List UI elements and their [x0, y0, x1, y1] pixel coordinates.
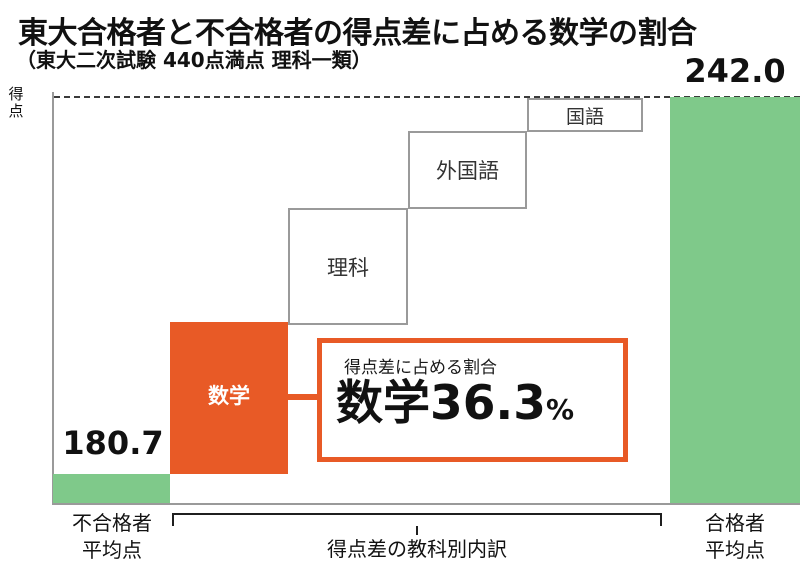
- y-axis-line: [52, 92, 54, 504]
- callout-value-row: 数学36.3%: [336, 376, 574, 438]
- y-axis-label-char2: 点: [8, 102, 24, 120]
- category-label-fail-average-line1: 不合格者: [72, 511, 152, 535]
- y-axis-label-char1: 得: [8, 85, 24, 103]
- breakdown-bracket: [172, 513, 662, 526]
- bar-science-delta: 理科: [288, 208, 408, 325]
- category-label-fail-average: 不合格者 平均点: [54, 510, 170, 564]
- bar-math-delta: [170, 322, 288, 474]
- bar-math-label: 数学: [208, 384, 250, 408]
- callout-math-share: 得点差に占める割合 数学36.3%: [317, 338, 628, 462]
- breakdown-bracket-label: 得点差の教科別内訳: [327, 537, 507, 561]
- category-label-fail-average-line2: 平均点: [82, 538, 142, 562]
- bar-science-label: 理科: [327, 255, 369, 280]
- category-label-pass-average-line1: 合格者: [705, 511, 765, 535]
- bar-foreign-language-delta: 外国語: [408, 131, 527, 209]
- breakdown-bracket-tick: [416, 526, 418, 535]
- bar-foreign-language-label: 外国語: [436, 159, 499, 183]
- value-label-pass-average: 242.0: [684, 52, 786, 90]
- category-label-pass-average: 合格者 平均点: [670, 510, 800, 564]
- value-label-fail-average: 180.7: [62, 424, 164, 462]
- x-axis-baseline: [52, 503, 800, 505]
- callout-percent-sign: %: [545, 393, 575, 426]
- callout-subject: 数学: [336, 376, 430, 431]
- page-title: 東大合格者と不合格者の得点差に占める数学の割合: [18, 16, 697, 51]
- category-label-pass-average-line2: 平均点: [705, 538, 765, 562]
- page-subtitle: （東大二次試験 440点満点 理科一類）: [16, 48, 372, 72]
- callout-percent-value: 36.3: [430, 376, 546, 431]
- bar-pass-average: [670, 97, 800, 503]
- max-value-dashed-guideline: [54, 96, 800, 98]
- callout-caption: 得点差に占める割合: [344, 358, 497, 378]
- y-axis-label: 得 点: [4, 86, 28, 120]
- bar-japanese-label: 国語: [565, 105, 604, 128]
- bar-fail-average: [53, 474, 170, 503]
- bar-japanese-delta: 国語: [527, 98, 643, 132]
- callout-connector-line: [288, 394, 320, 400]
